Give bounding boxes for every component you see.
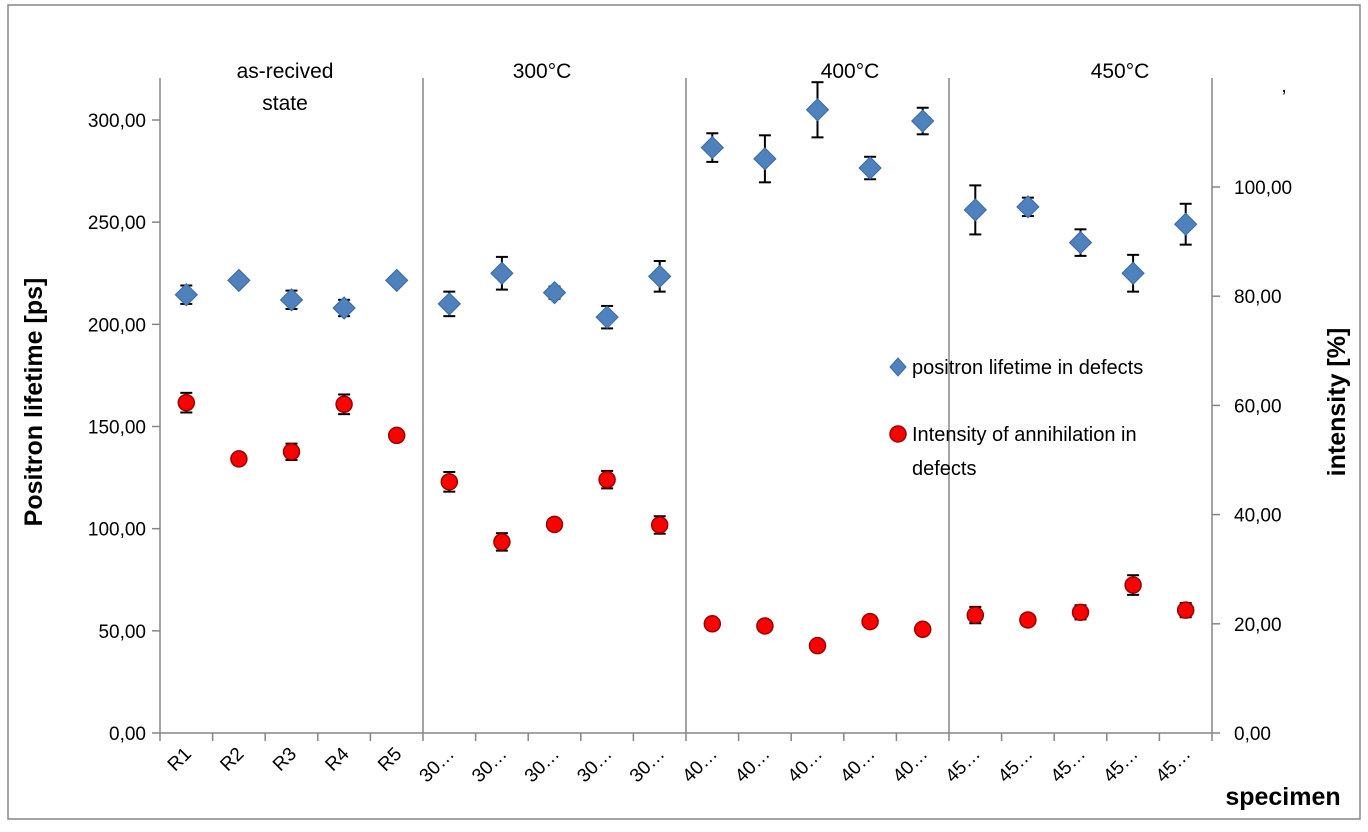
y-tick-label: 300,00 <box>88 111 146 132</box>
x-axis-title: specimen <box>1225 783 1340 811</box>
lifetime-point <box>647 264 672 289</box>
intensity-point <box>282 443 301 461</box>
group-label: as-recived <box>237 60 334 83</box>
y2-tick-label: 80,00 <box>1234 287 1282 308</box>
lifetime-point <box>384 268 409 293</box>
chart-border <box>7 4 1361 820</box>
legend-label-intensity-cont: defects <box>912 458 976 480</box>
intensity-point <box>545 515 564 534</box>
y2-axis-title: intensity [%] <box>1323 328 1351 477</box>
lifetime-point <box>910 109 935 133</box>
group-label: state <box>262 92 308 115</box>
intensity-point <box>756 617 774 635</box>
lifetime-point <box>279 288 304 312</box>
intensity-point <box>387 426 406 445</box>
y-tick-label: 200,00 <box>88 315 146 336</box>
intensity-point <box>966 606 985 624</box>
lifetime-point <box>753 147 777 171</box>
lifetime-point <box>332 296 356 320</box>
y2-tick-label: 20,00 <box>1234 615 1282 636</box>
lifetime-point <box>963 198 988 222</box>
intensity-point <box>177 393 196 412</box>
y2-tick-label: 0,00 <box>1234 724 1271 745</box>
y-tick-label: 250,00 <box>88 213 146 234</box>
intensity-point <box>861 612 879 631</box>
lifetime-point <box>174 282 199 307</box>
lifetime-point <box>227 268 251 293</box>
legend-circle-marker <box>889 425 907 443</box>
y2-tick-label: 60,00 <box>1234 396 1282 417</box>
lifetime-point <box>1173 212 1198 236</box>
legend-label-lifetime: positron lifetime in defects <box>912 357 1143 379</box>
group-label: 400°C <box>821 60 880 83</box>
intensity-point <box>1124 576 1142 594</box>
y2-tick-label: 40,00 <box>1234 506 1282 527</box>
intensity-point <box>703 615 722 633</box>
intensity-point <box>913 620 932 639</box>
intensity-point <box>335 395 353 414</box>
lifetime-point <box>858 156 882 180</box>
group-dividers <box>422 78 950 733</box>
intensity-point <box>1071 603 1090 622</box>
intensity-point <box>598 470 616 489</box>
legend: positron lifetime in defects Intensity of… <box>889 357 1143 480</box>
y2-tick-label: 100,00 <box>1234 178 1292 199</box>
y-axis-title: Positron lifetime [ps] <box>20 278 48 527</box>
intensity-point <box>440 473 459 491</box>
intensity-point <box>230 450 248 468</box>
lifetime-point <box>700 135 725 160</box>
group-labels: as-recived state 300°C 400°C 450°C <box>237 60 1150 115</box>
y-tick-label: 100,00 <box>88 520 146 541</box>
lifetime-point <box>595 305 619 329</box>
corner-mark: , <box>1281 76 1286 97</box>
lifetime-point <box>805 98 830 122</box>
lifetime-point <box>490 261 514 285</box>
intensity-point <box>493 533 511 551</box>
lifetime-point <box>1016 195 1040 219</box>
intensity-point <box>1019 611 1037 629</box>
group-label: 300°C <box>513 60 572 83</box>
legend-diamond-marker <box>889 357 907 377</box>
group-label: 450°C <box>1091 60 1150 83</box>
y-tick-label: 150,00 <box>88 418 146 439</box>
lifetime-point <box>542 280 567 305</box>
y-tick-label: 50,00 <box>98 622 146 643</box>
intensity-point <box>808 636 827 655</box>
series-layer <box>174 81 1198 655</box>
lifetime-point <box>437 292 462 316</box>
legend-label-intensity: Intensity of annihilation in <box>912 424 1137 446</box>
intensity-point <box>650 516 669 534</box>
lifetime-point <box>1068 230 1093 255</box>
intensity-point <box>1176 601 1195 619</box>
lifetime-point <box>1121 261 1145 285</box>
y-tick-label: 0,00 <box>109 724 146 745</box>
